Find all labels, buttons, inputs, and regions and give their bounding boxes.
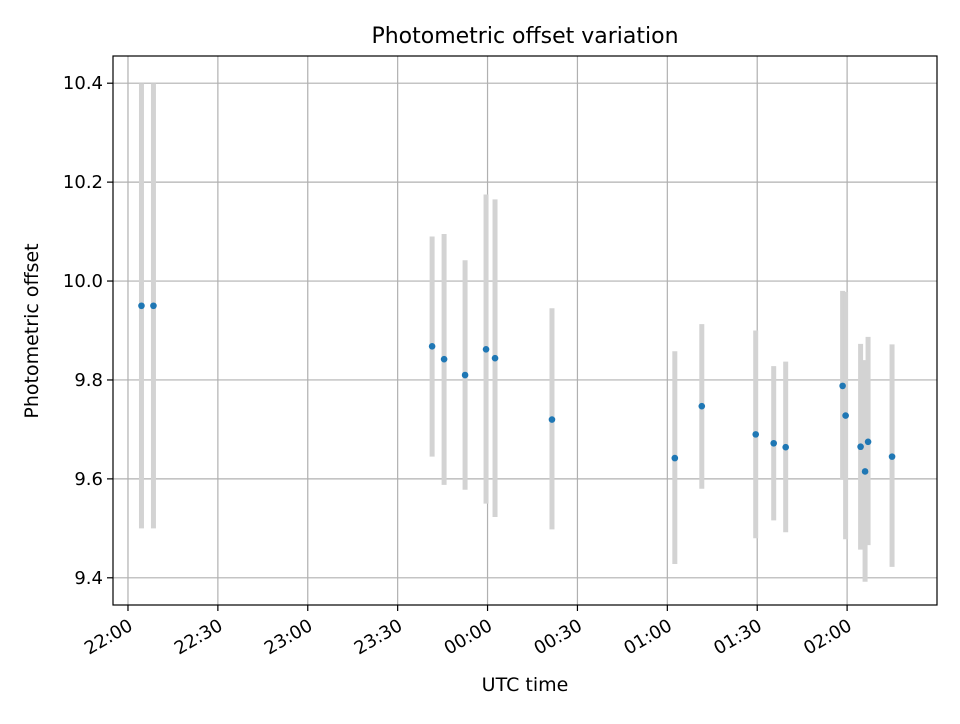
data-point: [752, 431, 760, 438]
y-tick-label: 9.6: [74, 469, 103, 490]
y-tick-label: 10.2: [63, 172, 103, 193]
data-point: [138, 302, 145, 310]
data-point: [864, 438, 872, 446]
data-point: [461, 371, 469, 379]
data-point: [440, 355, 448, 363]
data-point: [491, 354, 499, 362]
data-point: [428, 343, 436, 350]
y-tick-label: 10.0: [63, 271, 103, 292]
data-point: [482, 345, 490, 353]
data-points: [138, 302, 896, 475]
chart-title: Photometric offset variation: [371, 24, 678, 49]
y-axis-ticks: 9.4 9.6 9.8 10.0 10.2 10.4: [63, 73, 113, 589]
data-point: [150, 302, 157, 310]
data-point: [839, 382, 846, 390]
y-tick-label: 9.8: [74, 370, 103, 391]
y-tick-label: 9.4: [74, 568, 103, 589]
data-point: [857, 443, 864, 451]
data-point: [861, 468, 869, 475]
data-point: [888, 453, 896, 460]
data-point: [548, 416, 556, 423]
data-point: [782, 443, 789, 451]
data-point: [770, 439, 777, 447]
y-axis-label: Photometric offset: [21, 243, 43, 418]
y-tick-label: 10.4: [63, 73, 103, 94]
x-axis-label: UTC time: [482, 674, 569, 696]
data-point: [698, 402, 706, 410]
data-point: [671, 454, 679, 462]
plot-frame: [112, 55, 938, 606]
data-point: [842, 412, 849, 419]
